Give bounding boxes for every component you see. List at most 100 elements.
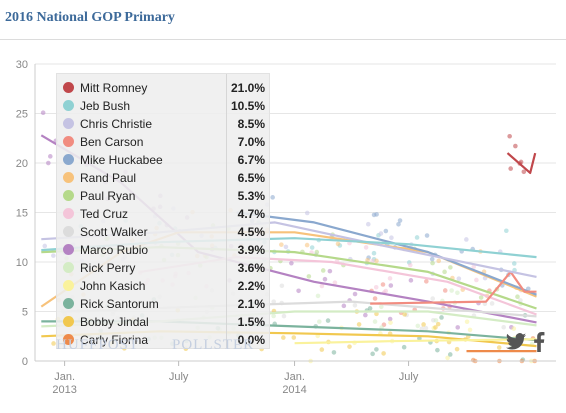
poll-dot: [383, 228, 389, 234]
x-tick-label: Jan.: [54, 371, 75, 383]
legend-row[interactable]: Mike Huckabee 6.7%: [57, 151, 271, 169]
poll-dot: [320, 268, 326, 273]
legend-name: Paul Ryan: [80, 189, 136, 203]
poll-dot: [415, 323, 421, 329]
legend-value: 5.3%: [237, 189, 265, 203]
poll-dot: [365, 221, 371, 227]
poll-dot: [507, 133, 512, 139]
y-tick-label: 30: [16, 59, 28, 71]
legend-row[interactable]: John Kasich 2.2%: [57, 277, 271, 295]
poll-dot: [363, 312, 368, 318]
legend-swatch: [63, 334, 74, 345]
poll-dot: [424, 279, 429, 284]
legend-row[interactable]: Rick Santorum 2.1%: [57, 295, 271, 313]
poll-dot: [356, 322, 362, 327]
poll-dot: [281, 313, 287, 319]
legend-value: 8.5%: [237, 117, 265, 131]
poll-dot: [315, 293, 321, 299]
poll-dot: [306, 274, 312, 279]
legend-swatch: [63, 316, 74, 327]
poll-dot: [449, 288, 454, 293]
legend-row[interactable]: Jeb Bush 10.5%: [57, 97, 271, 115]
poll-dot: [319, 347, 325, 352]
legend-name: Mitt Romney: [80, 81, 148, 95]
legend-value: 1.5%: [237, 315, 265, 329]
poll-dot: [388, 320, 393, 325]
legend-row[interactable]: Marco Rubio 3.9%: [57, 241, 271, 259]
legend-row[interactable]: Scott Walker 4.5%: [57, 223, 271, 241]
legend-row[interactable]: Rick Perry 3.6%: [57, 259, 271, 277]
trend-line[interactable]: [236, 211, 537, 296]
legend-swatch: [63, 136, 74, 147]
poll-dot: [433, 325, 438, 330]
poll-dot: [281, 335, 286, 340]
legend-swatch: [63, 262, 74, 273]
poll-dot: [504, 228, 509, 234]
legend-row[interactable]: Paul Ryan 5.3%: [57, 187, 271, 205]
trend-line[interactable]: [294, 338, 537, 345]
poll-dot: [407, 262, 413, 268]
legend-value: 6.5%: [237, 171, 265, 185]
poll-dot: [370, 258, 375, 264]
poll-dot: [467, 327, 473, 333]
poll-dot: [363, 245, 369, 250]
poll-dot: [325, 318, 331, 323]
poll-dot: [474, 277, 479, 283]
legend-row[interactable]: Mitt Romney 21.0%: [57, 79, 271, 97]
poll-dot: [464, 237, 469, 242]
poll-dot: [387, 276, 393, 281]
legend-name: Rick Perry: [80, 261, 136, 275]
legend-value: 4.7%: [237, 207, 265, 221]
poll-dot: [408, 278, 414, 283]
poll-dot: [335, 241, 341, 247]
poll-dot: [508, 166, 513, 171]
legend-swatch: [63, 280, 74, 291]
poll-dot: [442, 269, 447, 275]
y-tick-label: 5: [22, 307, 28, 319]
legend-row[interactable]: Chris Christie 8.5%: [57, 115, 271, 133]
poll-dot: [447, 352, 453, 357]
legend-row[interactable]: Rand Paul 6.5%: [57, 169, 271, 187]
poll-dot: [304, 242, 310, 248]
poll-dot: [414, 235, 420, 240]
page-title: 2016 National GOP Primary: [5, 10, 175, 25]
y-tick-label: 20: [16, 158, 28, 170]
poll-dot: [372, 319, 378, 324]
legend-row[interactable]: Carly Fiorina 0.0%: [57, 331, 271, 349]
poll-dot: [429, 256, 435, 262]
poll-dot: [341, 303, 347, 309]
poll-dot: [470, 357, 476, 363]
poll-dot: [352, 291, 358, 297]
poll-dot: [372, 296, 378, 301]
poll-dot: [455, 290, 460, 296]
poll-dot: [374, 258, 379, 264]
poll-dot: [445, 355, 450, 361]
poll-dot: [379, 304, 384, 310]
poll-dot: [442, 288, 448, 293]
legend-row[interactable]: Ben Carson 7.0%: [57, 133, 271, 151]
legend-swatch: [63, 154, 74, 165]
poll-dot: [279, 283, 285, 289]
legend-name: Bobby Jindal: [80, 315, 149, 329]
poll-dot: [283, 244, 289, 250]
poll-dot: [521, 169, 527, 175]
legend-row[interactable]: Bobby Jindal 1.5%: [57, 313, 271, 331]
legend-name: Ben Carson: [80, 135, 144, 149]
poll-dot: [421, 322, 426, 327]
legend-name: Jeb Bush: [80, 99, 131, 113]
trend-line[interactable]: [506, 152, 537, 174]
poll-dot: [51, 341, 56, 346]
poll-dot: [439, 315, 444, 320]
legend-row[interactable]: Ted Cruz 4.7%: [57, 205, 271, 223]
poll-dot: [371, 250, 377, 256]
poll-dot: [317, 319, 322, 324]
poll-dot: [511, 261, 517, 266]
poll-dot: [402, 312, 407, 317]
poll-dot: [401, 344, 407, 350]
facebook-icon[interactable]: [533, 332, 545, 358]
poll-dot: [380, 282, 386, 287]
poll-dot: [373, 284, 379, 290]
poll-dot: [304, 210, 310, 216]
legend-value: 7.0%: [237, 135, 265, 149]
twitter-icon[interactable]: [505, 332, 527, 358]
